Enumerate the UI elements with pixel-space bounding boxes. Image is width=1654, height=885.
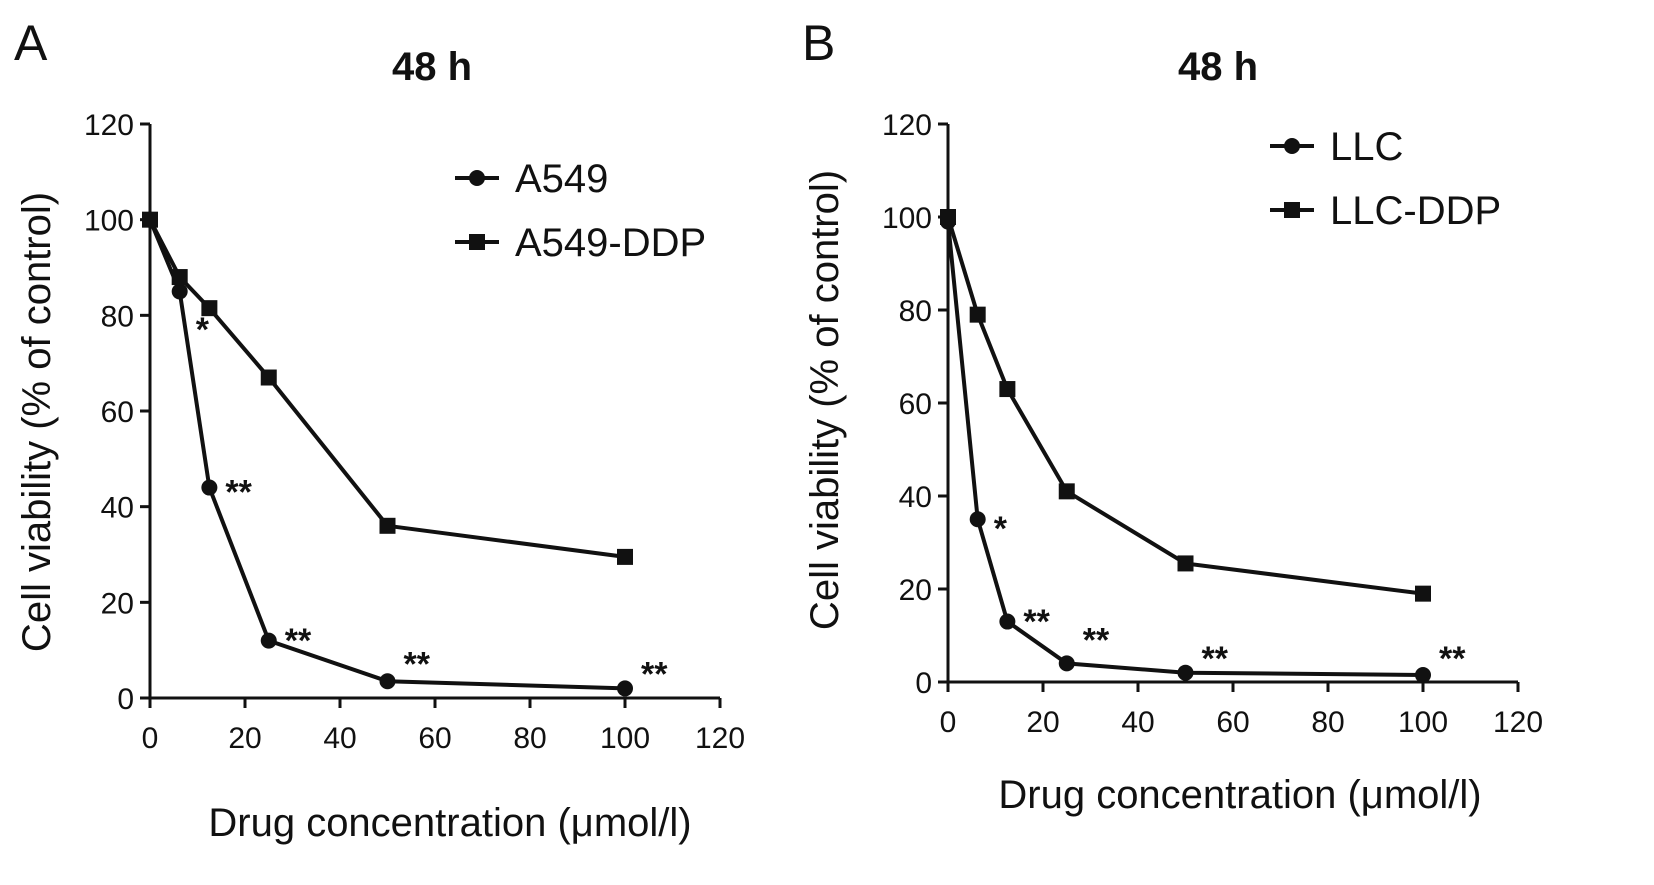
- chart-title: 48 h: [1178, 45, 1258, 89]
- plot-area: 0 20 40 60 80 100 120 0 20 40 60 80 100 120 LLC LLC-DDP…: [882, 109, 1543, 739]
- data-point: [999, 613, 1016, 630]
- x-tick-label: 20: [228, 722, 261, 755]
- data-point: [969, 511, 986, 528]
- data-point: [201, 300, 218, 317]
- data-point: [999, 381, 1016, 398]
- data-point: [260, 369, 277, 386]
- data-point: [260, 632, 277, 649]
- x-tick-label: 60: [1216, 706, 1249, 739]
- x-axis-label: Drug concentration (μmol/l): [998, 773, 1481, 817]
- significance-label: **: [285, 622, 312, 660]
- significance-label: *: [196, 311, 210, 349]
- x-tick-label: 40: [1121, 706, 1154, 739]
- significance-label: *: [994, 510, 1008, 548]
- y-tick-label: 60: [899, 388, 932, 421]
- significance-label: **: [1083, 622, 1110, 660]
- y-axis-label: Cell viability (% of control): [15, 192, 59, 652]
- y-tick-label: 0: [117, 683, 134, 716]
- x-tick-label: 120: [695, 722, 745, 755]
- y-tick-label: 40: [101, 492, 134, 525]
- x-tick-label: 80: [1311, 706, 1344, 739]
- data-point: [142, 211, 158, 228]
- y-tick-label: 120: [84, 109, 134, 142]
- y-tick-label: 20: [101, 587, 134, 620]
- data-point: [171, 283, 188, 300]
- data-point: [617, 680, 633, 697]
- data-point: [617, 548, 633, 565]
- y-tick-label: 20: [899, 574, 932, 607]
- x-tick-label: 40: [323, 722, 356, 755]
- data-point: [1058, 483, 1075, 500]
- data-point: [171, 269, 188, 286]
- panel-a: A 48 h Cell viability (% of control) Dru…: [14, 15, 745, 845]
- plot-area: 0 20 40 60 80 100 120 0 20 40 60 80 100 120 A549 A549-D…: [84, 109, 745, 755]
- legend-label: LLC: [1330, 125, 1403, 169]
- x-axis-label: Drug concentration (μmol/l): [208, 801, 691, 845]
- y-tick-label: 100: [882, 202, 932, 235]
- legend-marker: [1284, 202, 1300, 218]
- legend-marker: [469, 170, 485, 186]
- data-point: [1415, 585, 1431, 602]
- y-tick-label: 80: [101, 300, 134, 333]
- x-tick-label: 0: [940, 706, 957, 739]
- panel-b: B 48 h Cell viability (% of control) Dru…: [802, 15, 1543, 817]
- significance-label: **: [1202, 640, 1229, 678]
- x-tick-label: 120: [1493, 706, 1543, 739]
- y-tick-label: 60: [101, 396, 134, 429]
- legend-label: A549-DDP: [515, 221, 706, 265]
- panel-letter: A: [14, 15, 48, 71]
- x-tick-label: 80: [513, 722, 546, 755]
- data-point: [1177, 664, 1194, 681]
- legend-marker: [469, 234, 485, 250]
- y-tick-label: 40: [899, 481, 932, 514]
- y-tick-label: 100: [84, 205, 134, 238]
- data-point: [969, 306, 986, 323]
- data-point: [940, 209, 956, 225]
- x-tick-label: 60: [418, 722, 451, 755]
- significance-label: **: [1023, 603, 1050, 641]
- y-tick-label: 120: [882, 109, 932, 142]
- data-point: [201, 479, 218, 496]
- series-line-llc-ddp: [946, 216, 1424, 596]
- legend-marker: [1284, 138, 1300, 154]
- data-point: [379, 673, 396, 690]
- significance-label: **: [404, 646, 431, 684]
- panel-letter: B: [802, 15, 835, 71]
- legend-label: A549: [515, 157, 608, 201]
- x-tick-label: 100: [1398, 706, 1448, 739]
- series-line-a549: [148, 218, 626, 691]
- significance-label: **: [1439, 640, 1466, 678]
- data-point: [379, 517, 396, 534]
- y-tick-label: 80: [899, 295, 932, 328]
- significance-label: **: [225, 474, 252, 512]
- significance-label: **: [641, 655, 668, 693]
- y-tick-label: 0: [915, 667, 932, 700]
- x-tick-label: 0: [142, 722, 159, 755]
- series-line-a549-ddp: [148, 218, 626, 559]
- x-tick-label: 20: [1026, 706, 1059, 739]
- data-point: [1415, 667, 1431, 684]
- series-line-llc: [946, 221, 1424, 678]
- data-point: [1177, 555, 1194, 572]
- legend-label: LLC-DDP: [1330, 189, 1501, 233]
- x-tick-label: 100: [600, 722, 650, 755]
- y-axis-label: Cell viability (% of control): [803, 170, 847, 630]
- chart-title: 48 h: [392, 45, 472, 89]
- data-point: [1058, 655, 1075, 672]
